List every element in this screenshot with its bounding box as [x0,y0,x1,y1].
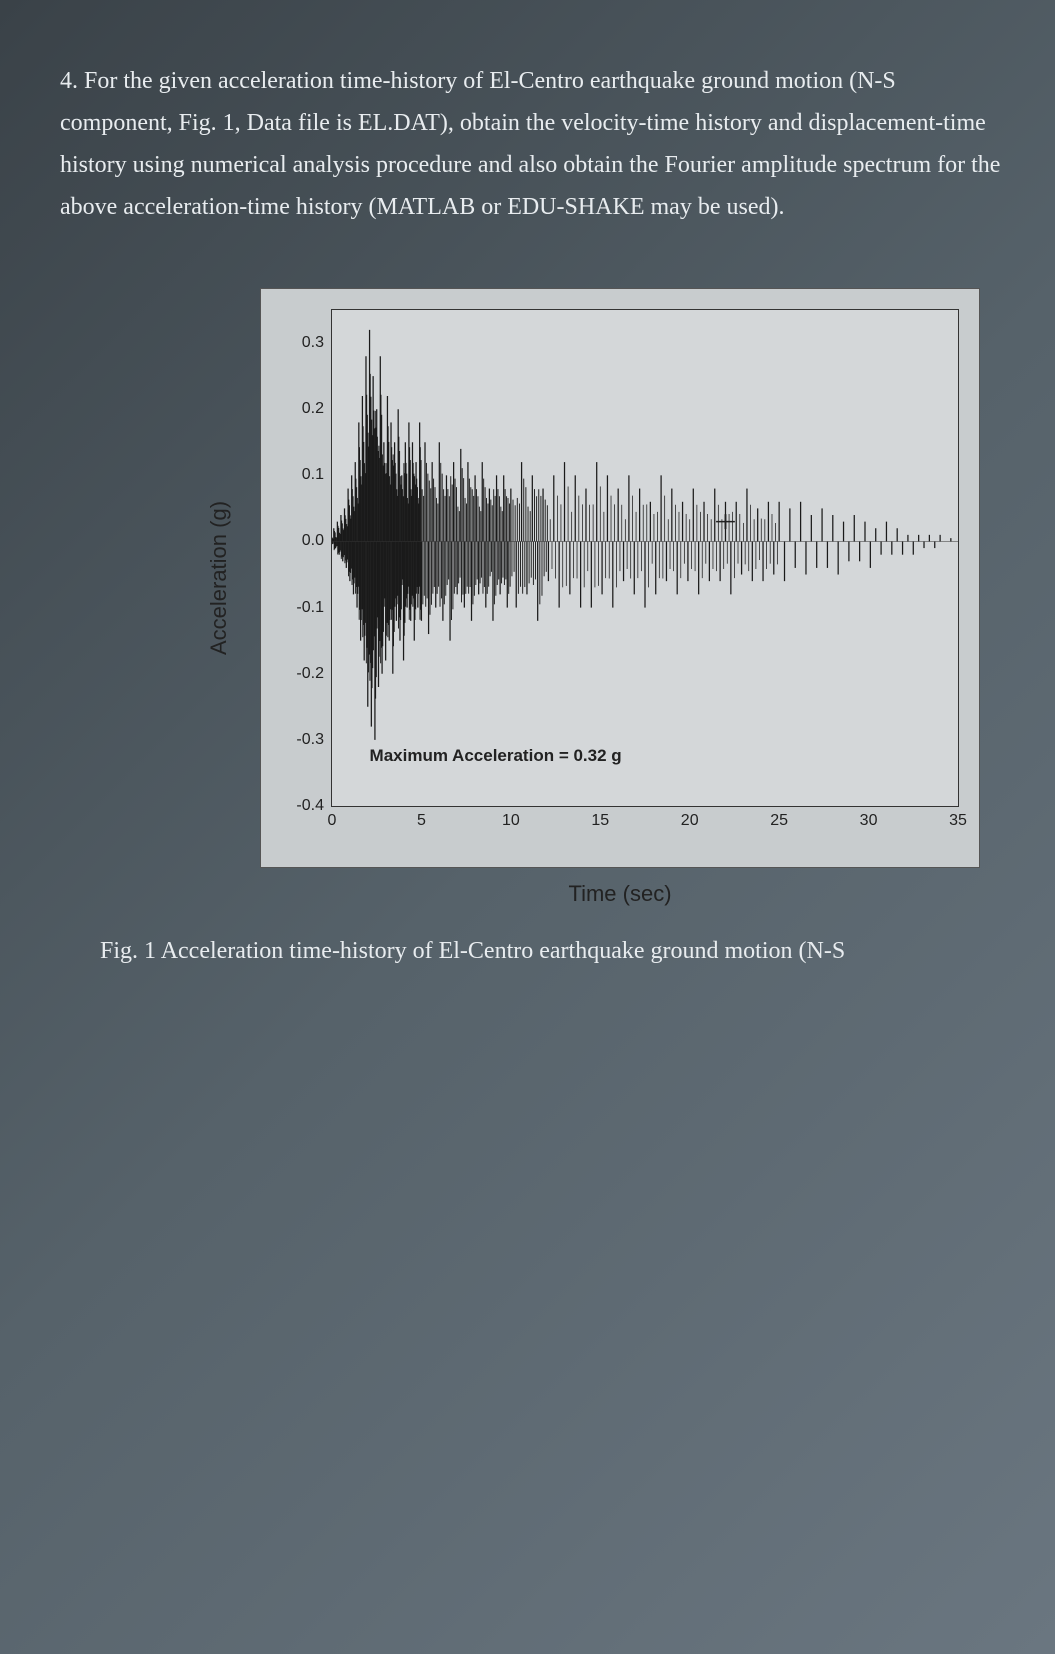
x-tick-label: 30 [860,812,878,830]
max-accel-annotation: Maximum Acceleration = 0.32 g [370,746,622,766]
x-tick-label: 25 [770,812,788,830]
x-tick-label: 5 [417,812,426,830]
y-tick-label: 0.0 [302,532,324,550]
x-axis-label: Time (sec) [568,881,671,907]
question-number: 4. [60,68,78,94]
figure-caption: Fig. 1 Acceleration time-history of El-C… [60,938,1005,965]
y-tick-label: -0.3 [296,731,324,749]
y-tick-label: 0.3 [302,334,324,352]
x-tick-label: 35 [949,812,967,830]
x-tick-label: 10 [502,812,520,830]
x-tick-label: 20 [681,812,699,830]
chart-plot-area: Maximum Acceleration = 0.32 g 0.30.20.10… [331,309,959,807]
y-axis-label: Acceleration (g) [206,501,232,655]
question-block: 4. For the given acceleration time-histo… [60,60,1005,228]
y-tick-label: 0.1 [302,466,324,484]
y-tick-label: -0.4 [296,797,324,815]
accel-waveform [332,310,958,806]
y-tick-label: -0.1 [296,599,324,617]
y-tick-label: -0.2 [296,665,324,683]
x-tick-label: 0 [328,812,337,830]
accel-chart: Acceleration (g) Time (sec) Maximum Acce… [260,288,980,868]
x-tick-label: 15 [591,812,609,830]
y-tick-label: 0.2 [302,400,324,418]
question-text: For the given acceleration time-history … [60,68,1000,220]
